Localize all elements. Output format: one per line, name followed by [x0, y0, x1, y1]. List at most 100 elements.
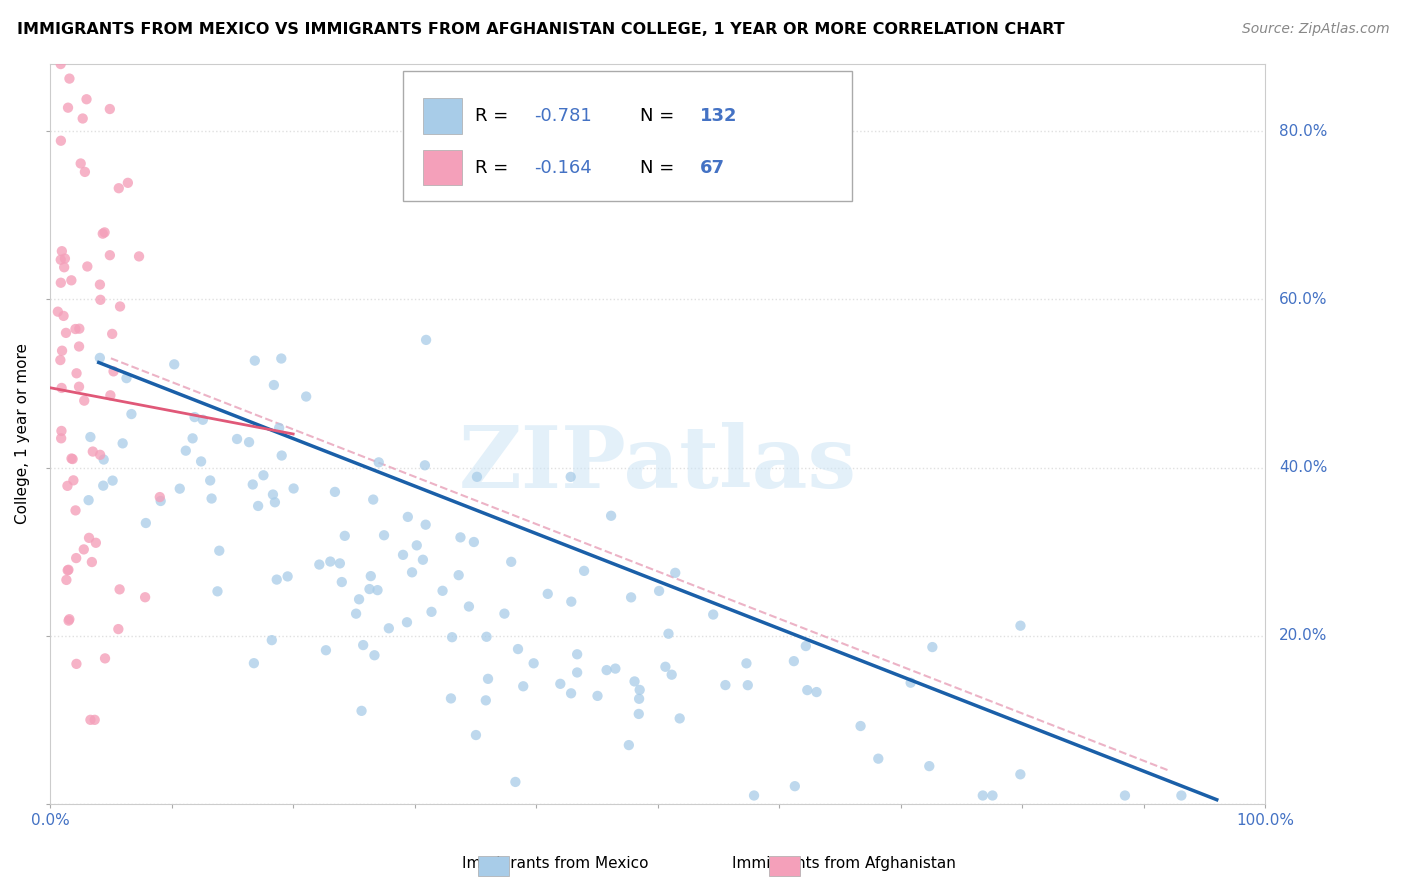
Point [405, 538, 427, 552]
Point [347, 592, 370, 607]
Point [93, 452, 115, 467]
Text: N =: N = [640, 159, 679, 177]
FancyBboxPatch shape [402, 71, 852, 201]
Point [73, 393, 96, 408]
Point [252, 468, 274, 483]
Point [352, 638, 374, 652]
Point [149, 490, 172, 504]
Point [77, 493, 100, 508]
Text: IMMIGRANTS FROM MEXICO VS IMMIGRANTS FROM AFGHANISTAN COLLEGE, 1 YEAR OR MORE CO: IMMIGRANTS FROM MEXICO VS IMMIGRANTS FRO… [17, 22, 1064, 37]
Point [82, 444, 104, 458]
Text: 20.0%: 20.0% [1279, 628, 1327, 643]
Text: -0.781: -0.781 [534, 107, 592, 125]
Point [1170, 789, 1192, 803]
Point [806, 685, 828, 699]
Point [98, 248, 121, 262]
Point [58, 563, 80, 577]
Bar [423, 150, 463, 186]
Point [735, 657, 758, 671]
Point [475, 630, 498, 644]
Point [128, 249, 150, 263]
Point [654, 660, 676, 674]
Point [628, 691, 651, 706]
Point [207, 584, 229, 599]
Point [115, 371, 138, 385]
Point [432, 583, 454, 598]
Point [269, 421, 291, 435]
Point [415, 333, 437, 347]
Text: Immigrants from Mexico: Immigrants from Mexico [463, 856, 648, 871]
Point [465, 728, 488, 742]
Point [1010, 767, 1032, 781]
Point [73, 542, 96, 557]
Point [627, 706, 650, 721]
Point [101, 474, 124, 488]
Point [477, 672, 499, 686]
Point [49, 57, 72, 71]
Point [91, 227, 114, 241]
Point [412, 553, 434, 567]
Point [1010, 618, 1032, 632]
Point [200, 491, 222, 506]
Point [657, 626, 679, 640]
Text: 67: 67 [700, 159, 725, 177]
Point [58, 614, 80, 628]
Point [79, 430, 101, 444]
Point [605, 662, 627, 676]
Point [226, 432, 249, 446]
Point [76, 260, 98, 274]
Point [52, 309, 75, 323]
Point [65, 322, 87, 336]
Point [505, 775, 527, 789]
Point [668, 711, 690, 725]
Point [89, 351, 111, 365]
Point [51, 381, 73, 395]
Point [560, 470, 582, 484]
Point [89, 293, 111, 307]
Point [67, 380, 90, 394]
Point [58, 612, 80, 626]
Point [243, 353, 266, 368]
Point [49, 353, 72, 368]
Point [392, 548, 415, 562]
Point [134, 591, 156, 605]
Text: 132: 132 [700, 107, 738, 125]
Text: 60.0%: 60.0% [1279, 292, 1327, 307]
Point [242, 477, 264, 491]
Text: 80.0%: 80.0% [1279, 124, 1327, 139]
Point [51, 424, 73, 438]
Point [76, 92, 98, 106]
Point [72, 112, 94, 126]
Point [333, 529, 356, 543]
Point [537, 587, 560, 601]
Point [120, 407, 142, 421]
Point [714, 678, 737, 692]
Text: -0.164: -0.164 [534, 159, 592, 177]
Point [49, 252, 72, 267]
Point [620, 591, 643, 605]
Point [49, 134, 72, 148]
Point [89, 277, 111, 292]
Point [260, 633, 283, 648]
Point [169, 482, 191, 496]
Point [465, 470, 488, 484]
Point [67, 339, 90, 353]
Point [415, 517, 437, 532]
Point [67, 321, 90, 335]
Point [94, 651, 117, 665]
Point [560, 594, 582, 608]
Point [475, 693, 498, 707]
Point [69, 156, 91, 170]
Point [550, 677, 572, 691]
Point [361, 492, 384, 507]
Point [53, 260, 76, 275]
Point [208, 543, 231, 558]
Point [108, 582, 131, 597]
Point [367, 455, 389, 469]
Point [60, 451, 83, 466]
Point [623, 674, 645, 689]
Point [458, 599, 481, 614]
Point [617, 738, 640, 752]
Point [198, 474, 221, 488]
Point [586, 689, 609, 703]
